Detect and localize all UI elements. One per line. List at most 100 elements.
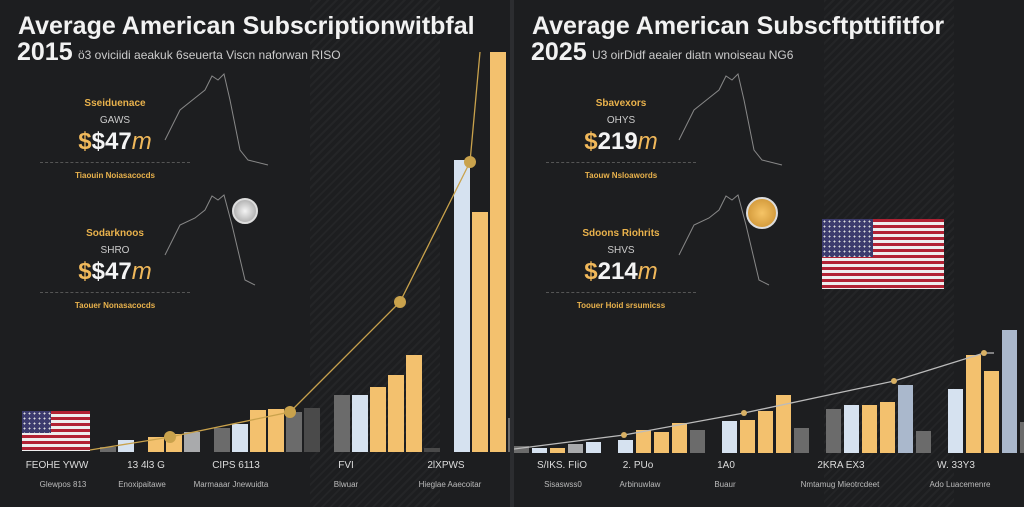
divider	[546, 292, 696, 293]
bar-lightblue	[118, 440, 134, 452]
trend-point	[981, 350, 987, 356]
bar-gold	[472, 212, 488, 452]
bar-lightblue	[586, 442, 601, 453]
trend-point	[891, 378, 897, 384]
stat-label: Sseiduenace	[84, 98, 146, 109]
sparkline	[678, 73, 783, 166]
bar-gold	[776, 395, 791, 453]
bar-gray	[690, 430, 705, 453]
category-sublabel: Sisaswss0	[544, 480, 582, 489]
bar-gold	[636, 430, 651, 453]
bar-gold	[740, 420, 755, 453]
bar-gray	[1020, 422, 1024, 453]
bar-lightblue	[844, 405, 859, 453]
bar-gray	[794, 428, 809, 453]
bar-gold	[862, 405, 877, 453]
stat-label: Sodarknoos	[86, 228, 144, 239]
bar-dark	[304, 408, 320, 452]
category-sublabel: Hieglae Aaecoitar	[418, 480, 482, 489]
category-sublabel: Nmtamug Mieotrcdeet	[800, 480, 880, 489]
bar-gray	[100, 447, 116, 452]
trend-point	[621, 432, 627, 438]
panel-title: Average American Subscftpttifitfor	[532, 12, 945, 40]
bar-lightblue	[532, 448, 547, 453]
bar-gold	[148, 437, 164, 452]
silver-coin-icon	[232, 198, 258, 224]
bar-lightgray	[184, 432, 200, 452]
trend-point	[164, 431, 176, 443]
bar-lightblue	[722, 421, 737, 453]
bar-dark	[424, 448, 440, 452]
category-label: FVI	[338, 460, 354, 471]
category-label: FEOHE YWW	[25, 460, 89, 471]
stat-sublabel: OHYS	[606, 115, 636, 126]
sparkline	[164, 194, 256, 286]
bar-gray	[514, 446, 529, 453]
stat-value: $214m	[584, 258, 658, 285]
bar-gray	[826, 409, 841, 453]
bar-gold	[406, 355, 422, 452]
stat-footnote: Taouw Nsloawords	[584, 171, 658, 180]
stat-footnote: Toouer Hoid srsumicss	[576, 301, 666, 310]
trend-point	[284, 406, 296, 418]
category-sublabel: Marmaaar Jnewuidta	[193, 480, 269, 489]
gold-coin-icon	[746, 197, 778, 229]
bar-gold	[984, 371, 999, 453]
bar-gold	[250, 410, 266, 452]
category-label: S/IKS. FIiO	[536, 460, 587, 471]
bar-lightgray	[568, 444, 583, 453]
category-sublabel: Buaur	[714, 480, 736, 489]
bar-lightblue	[618, 440, 633, 453]
panel-divider	[510, 0, 514, 507]
stat-card-2: Sdoons Riohrits SHVS $214m Toouer Hoid s…	[546, 228, 696, 310]
bar-gold	[966, 355, 981, 453]
stat-footnote: Taouer Nonasacocds	[74, 301, 156, 310]
panel-2025: Average American Subscftpttifitfor 2025 …	[514, 0, 1024, 507]
bar-gold	[268, 409, 284, 452]
bar-lightblue	[232, 424, 248, 452]
sparkline	[678, 194, 770, 286]
divider	[546, 162, 696, 163]
stat-value: $219m	[584, 128, 658, 155]
stat-label: Sdoons Riohrits	[582, 228, 660, 239]
category-sublabel: Glewpos 813	[39, 480, 87, 489]
bar-gold	[880, 402, 895, 453]
stat-sublabel: SHRO	[100, 245, 130, 256]
bar-gold	[550, 448, 565, 453]
stat-sublabel: GAWS	[99, 115, 131, 126]
divider	[40, 292, 190, 293]
bar-gray	[214, 428, 230, 452]
bar-gray	[286, 412, 302, 452]
bar-chart-2015	[89, 51, 510, 452]
panel-year: 2025	[531, 38, 587, 66]
bar-gold	[758, 411, 773, 453]
bar-lightblue	[352, 395, 368, 452]
trend-point	[741, 410, 747, 416]
category-label: W. 33Y3	[937, 460, 975, 471]
bar-lightblue	[948, 389, 963, 453]
trend-line	[89, 51, 481, 451]
us-flag-icon	[822, 219, 944, 289]
category-label: 2KRA EX3	[817, 460, 865, 471]
bar-gold	[388, 375, 404, 452]
bar-gold	[654, 432, 669, 453]
stat-label: Sbavexors	[595, 98, 647, 109]
bar-gold	[490, 52, 506, 452]
us-flag-icon	[22, 411, 90, 451]
sparkline	[164, 73, 269, 166]
category-label: 2. PUo	[622, 460, 654, 471]
category-sublabel: Arbinuwlaw	[619, 480, 661, 489]
bar-chart-2025	[514, 73, 1024, 453]
category-label: 1A0	[717, 460, 735, 471]
stat-card-1: Sbavexors OHYS $219m Taouw Nsloawords	[546, 98, 696, 180]
panel-2015: Average American Subscriptionwitbfal 201…	[0, 0, 510, 507]
bar-steel	[1002, 330, 1017, 453]
category-sublabel: Enoxipaitawe	[118, 480, 166, 489]
bar-lightblue	[454, 160, 470, 452]
stat-card-1: Sseiduenace GAWS $$47m Tiaouin Noiasacoc…	[40, 98, 190, 180]
stat-card-2: Sodarknoos SHRO $$47m Taouer Nonasacocds	[40, 228, 190, 310]
bar-gold	[370, 387, 386, 452]
category-label: 2lXPWS	[427, 460, 465, 471]
trend-point	[464, 156, 476, 168]
bar-gray	[334, 395, 350, 452]
